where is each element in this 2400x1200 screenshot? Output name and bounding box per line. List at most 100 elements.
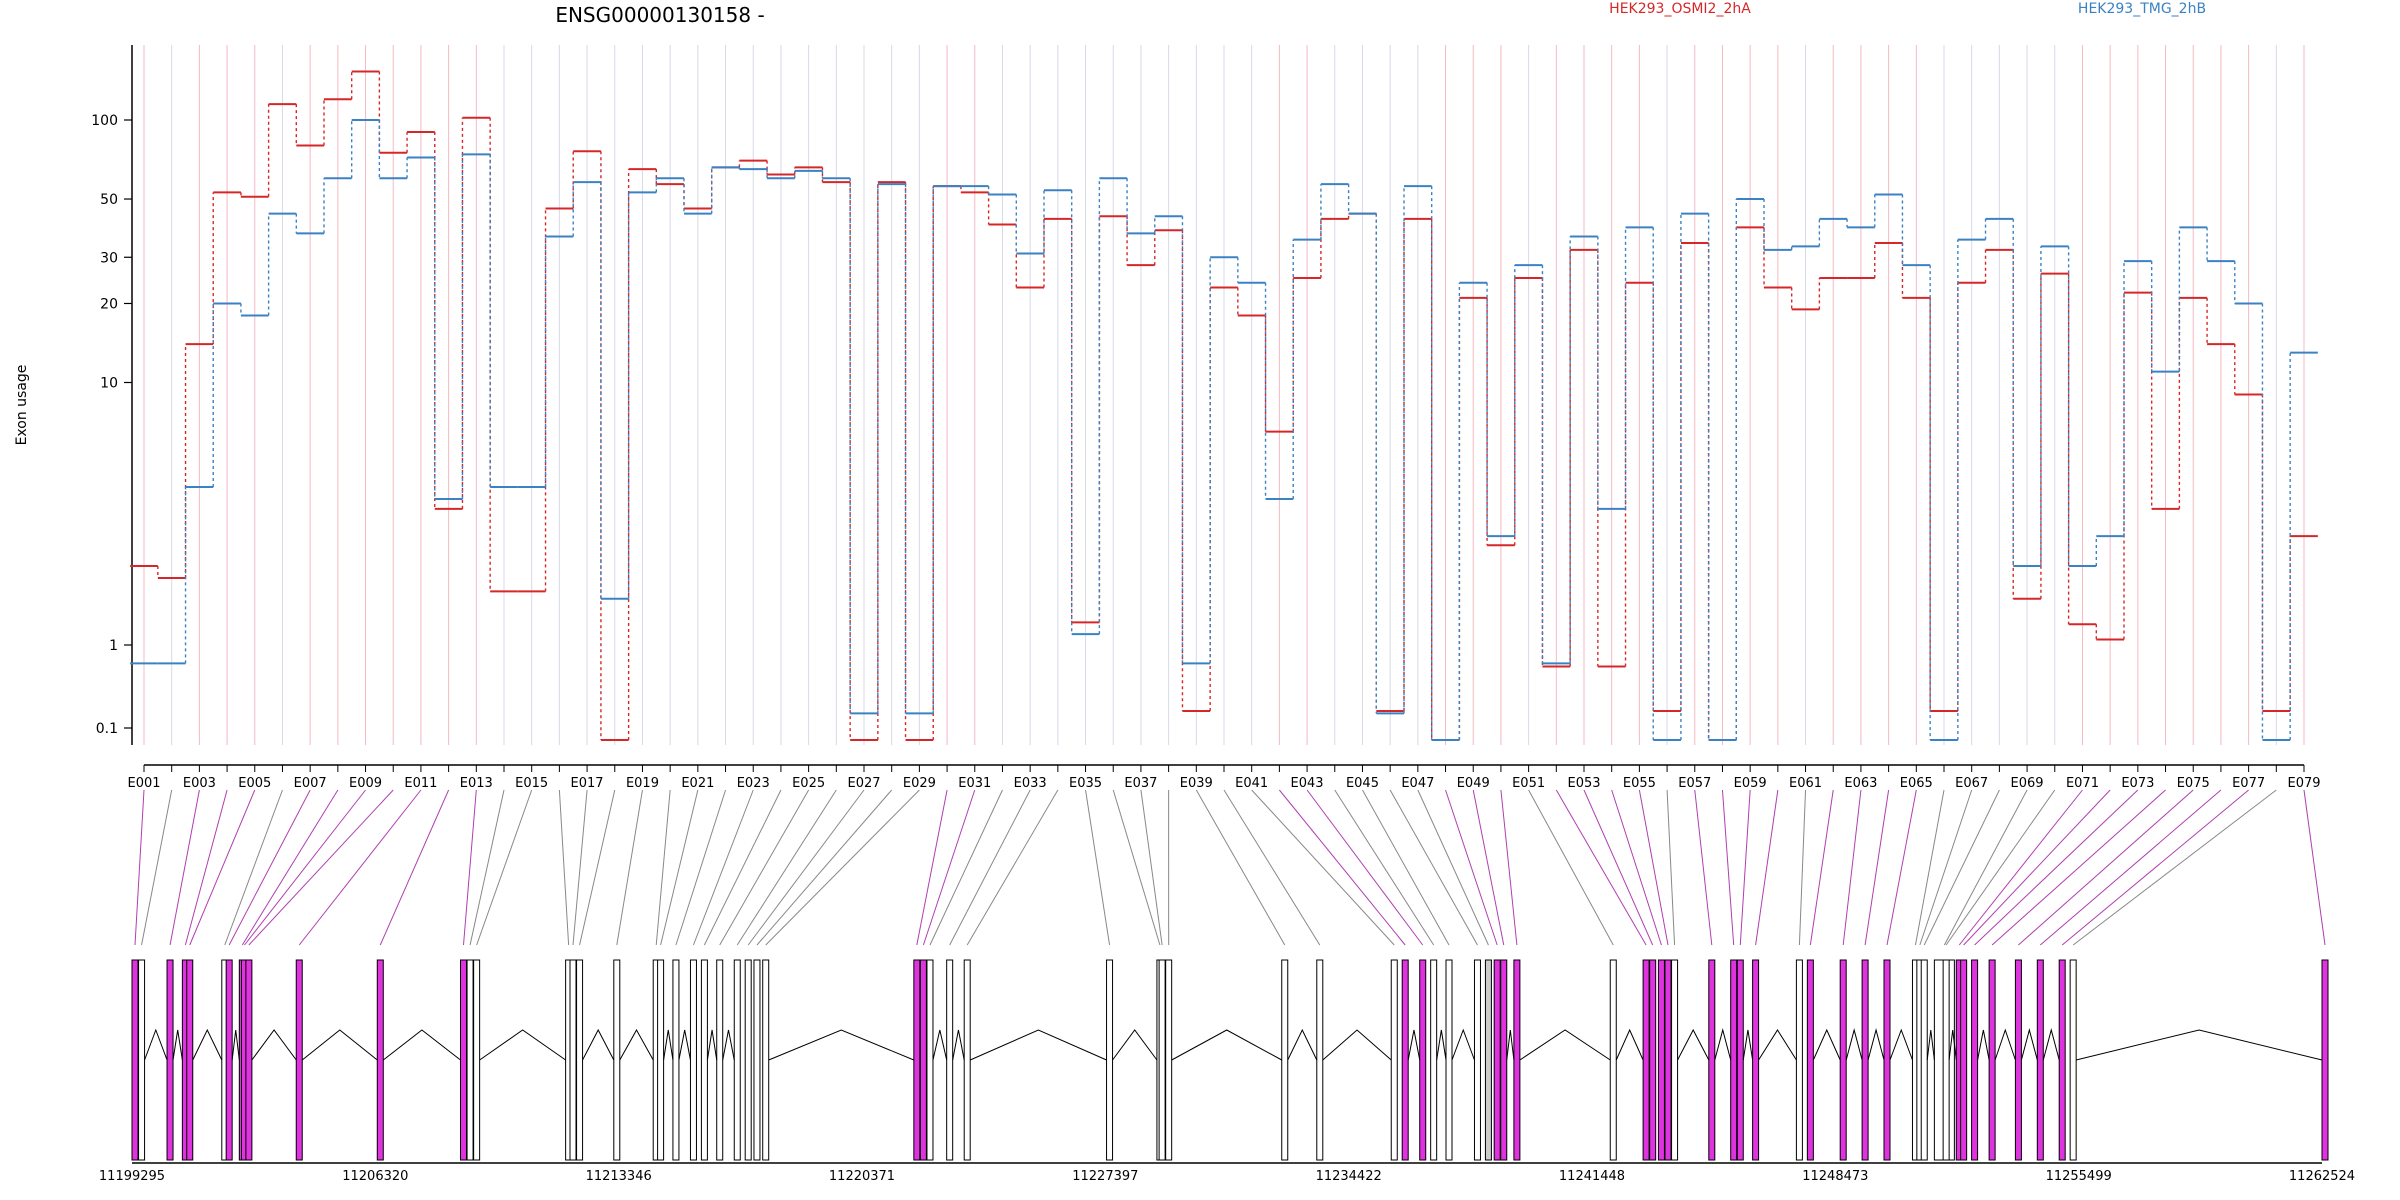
link-e018 [579,789,616,946]
genomic-coordinate-axis: 11199295 11206320 11213346 11220371 11227397… [99,1162,2355,1184]
intron-line [1436,1029,1447,1061]
link-e079 [2303,789,2326,946]
link-e067 [1919,789,1973,946]
legend-series-a: HEK293_OSMI2_2hA [1609,1,1751,17]
exon-box-e001 [131,959,139,1161]
exon-box-e058 [1730,959,1738,1161]
link-e077 [2061,789,2249,946]
link-e040 [1223,789,1321,946]
exon-box-e072 [1960,959,1968,1161]
link-e031 [922,789,976,946]
x-tick-label: E005 [238,776,271,791]
link-e020 [655,789,671,946]
link-e019 [616,789,643,946]
link-e021 [660,789,699,946]
chart-title: ENSG00000130158 - [555,3,764,27]
link-e028 [756,789,893,946]
exon-box-e012 [376,959,384,1161]
link-e010 [248,789,394,946]
link-e068 [1923,789,2000,946]
link-e006 [224,789,283,946]
intron-line [1171,1029,1282,1061]
link-e033 [949,789,1031,946]
link-e061 [1798,789,1807,946]
exon-box-e040 [1316,959,1324,1161]
exon-box-e077 [2058,959,2066,1161]
x-tick-label: E073 [2121,776,2154,791]
series-b [130,119,2318,741]
intron-line [706,1029,718,1061]
exon-box-e075 [2014,959,2022,1161]
link-e047 [1417,789,1489,946]
intron-line [1889,1028,1913,1061]
x-tick-label: E011 [404,776,437,791]
exon-box-e030 [913,959,921,1161]
exon-box-e045 [1445,959,1453,1161]
x-tick-label: E075 [2177,776,2210,791]
link-e056 [1666,789,1676,946]
y-tick-label: 1 [109,638,118,654]
link-e024 [703,789,782,946]
link-e055 [1638,789,1669,946]
intron-line [1714,1028,1732,1061]
intron-line [1506,1029,1515,1061]
intron-line [231,1029,240,1061]
x-tick-label: E029 [903,776,936,791]
link-e065 [1886,789,1917,946]
x-tick-label: E039 [1180,776,1213,791]
link-e049 [1472,789,1505,946]
x-tick-label: E017 [571,776,604,791]
intron-line [1812,1028,1841,1061]
exon-box-e011 [295,959,303,1161]
intron-line [1742,1029,1754,1061]
link-e050 [1500,789,1518,946]
coordinate-label: 11220371 [829,1169,895,1184]
intron-line [382,1029,461,1061]
legend: HEK293_OSMI2_2hA HEK293_TMG_2hB [1609,1,2206,17]
intron-line [678,1029,691,1061]
exon-box-e026 [733,959,741,1161]
intron-line [722,1029,735,1061]
coordinate-label: 11227397 [1072,1169,1138,1184]
exon-box-e049 [1500,959,1508,1161]
link-e017 [572,789,588,946]
link-e005 [189,789,256,946]
exon-box-e047 [1484,959,1492,1161]
exon-box-e060 [1752,959,1760,1161]
exon-box-e025 [716,959,724,1161]
link-e045 [1362,789,1450,946]
intron-line [1845,1028,1863,1061]
exon-box-e021 [657,959,665,1161]
y-tick-label: 20 [100,296,118,312]
link-e071 [1958,789,2083,946]
exon-box-e061 [1795,959,1803,1161]
x-tick-label: E053 [1567,776,1600,791]
link-e078 [2072,789,2277,946]
link-e002 [141,789,173,946]
exon-box-e056 [1671,959,1679,1161]
link-e043 [1306,789,1424,946]
x-tick-label: E023 [737,776,770,791]
exon-box-e076 [2036,959,2044,1161]
link-e041 [1251,789,1395,946]
link-e048 [1445,789,1498,946]
link-e029 [765,789,920,946]
exon-box-e048 [1493,959,1501,1161]
usage-series [130,70,2318,741]
exon-box-e070 [1942,959,1950,1161]
exon-box-e002 [138,959,146,1161]
intron-line [2076,1029,2323,1061]
link-e035 [1085,789,1111,946]
intron-line [1287,1028,1318,1061]
exon-box-e039 [1281,959,1289,1161]
y-tick-label: 0.1 [96,721,118,737]
link-e072 [1963,789,2111,946]
link-e057 [1694,789,1713,946]
intron-line [663,1029,674,1061]
link-e074 [1991,789,2166,946]
x-tick-label: E057 [1678,776,1711,791]
link-e064 [1864,789,1890,946]
link-e034 [966,789,1059,946]
link-e069 [1943,789,2028,946]
intron-line [1407,1029,1421,1061]
